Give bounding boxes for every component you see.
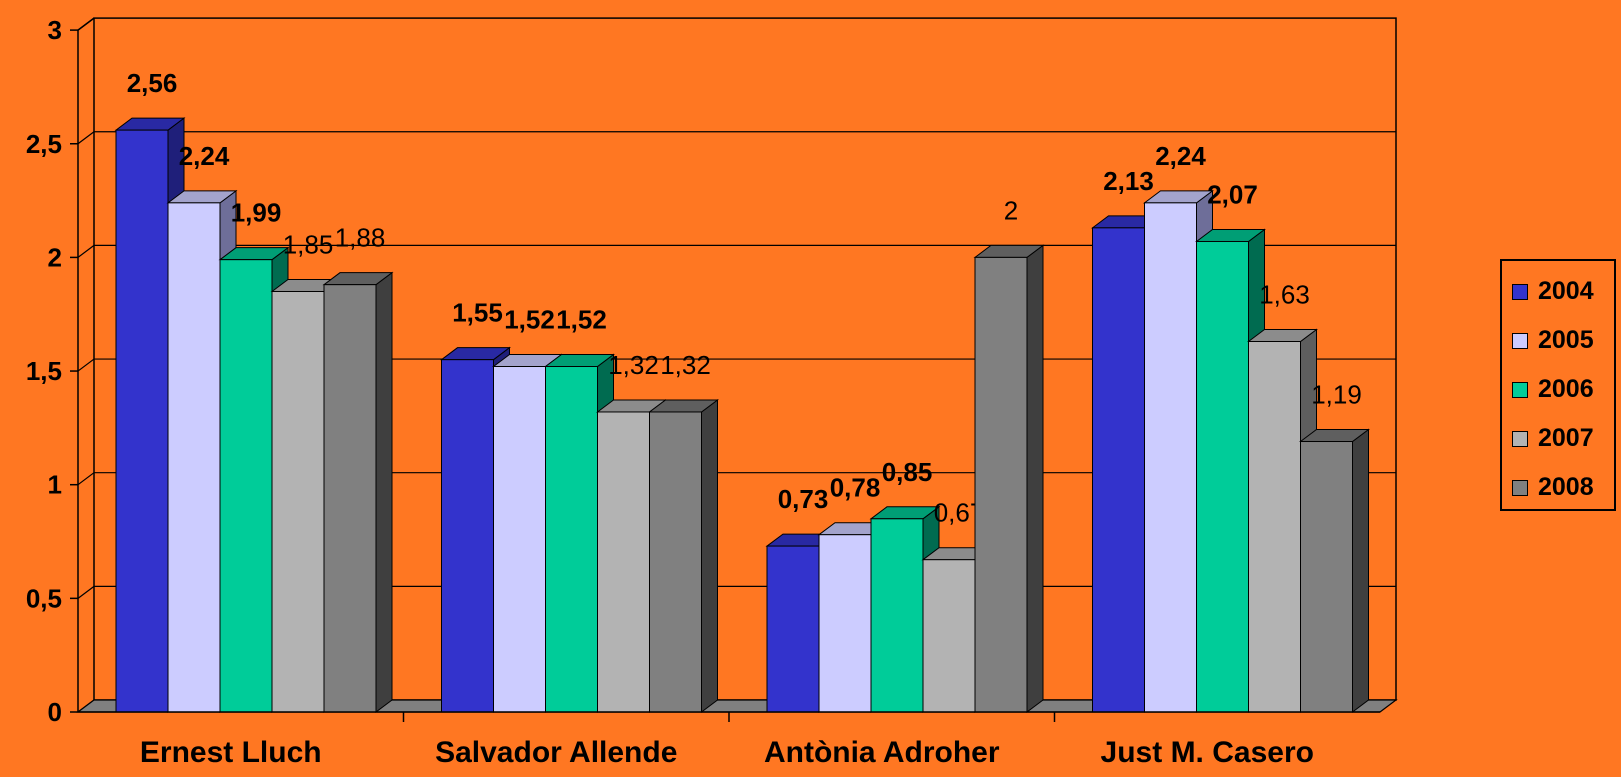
bar xyxy=(649,411,702,713)
bar xyxy=(1196,240,1249,713)
data-label: 1,55 xyxy=(452,298,503,328)
data-label: 1,63 xyxy=(1259,280,1310,310)
data-label: 2 xyxy=(1004,195,1018,225)
legend-item-2008: 2008 xyxy=(1512,463,1614,512)
bar xyxy=(219,259,273,713)
bar xyxy=(766,545,820,713)
grid-diagonal xyxy=(77,585,95,599)
x-category-label: Ernest Lluch xyxy=(140,736,322,769)
bar xyxy=(441,359,494,713)
y-tick-label: 0,5 xyxy=(26,583,62,613)
y-tick-label: 0 xyxy=(48,697,62,727)
legend-item-2005: 2005 xyxy=(1512,316,1614,365)
data-label: 1,52 xyxy=(556,305,607,335)
legend-label-2008: 2008 xyxy=(1538,473,1594,501)
grid-diagonal xyxy=(77,472,95,486)
grid-diagonal xyxy=(77,244,95,258)
legend-label-2006: 2006 xyxy=(1538,375,1594,403)
bar xyxy=(870,518,924,713)
legend-swatch-2007 xyxy=(1512,430,1528,447)
data-label: 2,24 xyxy=(179,141,230,171)
side-wall-top xyxy=(77,17,95,31)
bar xyxy=(167,202,221,713)
bar-side xyxy=(1352,428,1369,713)
data-label: 2,07 xyxy=(1207,179,1258,209)
chart-legend: 2004 2005 2006 2007 2008 xyxy=(1500,259,1616,511)
y-tick-label: 1 xyxy=(48,470,62,500)
data-label: 1,85 xyxy=(283,229,334,259)
grid-diagonal xyxy=(77,131,95,145)
data-label: 1,88 xyxy=(335,223,386,253)
grid-diagonal xyxy=(77,358,95,372)
data-label: 0,78 xyxy=(830,473,881,503)
bar xyxy=(115,129,169,713)
legend-item-2006: 2006 xyxy=(1512,365,1614,414)
bar xyxy=(597,411,650,713)
legend-label-2007: 2007 xyxy=(1538,424,1594,452)
bar xyxy=(1248,341,1301,713)
data-label: 1,99 xyxy=(231,198,282,228)
legend-label-2004: 2004 xyxy=(1538,277,1594,305)
bar xyxy=(1144,202,1197,713)
y-tick-label: 1,5 xyxy=(26,356,62,386)
legend-label-2005: 2005 xyxy=(1538,326,1594,354)
data-label: 0,85 xyxy=(882,457,933,487)
bar xyxy=(818,534,872,713)
x-category-label: Salvador Allende xyxy=(435,736,677,769)
y-tick-label: 2,5 xyxy=(26,129,62,159)
bar xyxy=(974,256,1028,713)
data-label: 2,56 xyxy=(127,68,178,98)
bar xyxy=(922,559,976,713)
bar xyxy=(271,290,325,713)
legend-item-2004: 2004 xyxy=(1512,267,1614,316)
y-tick-label: 3 xyxy=(48,15,62,45)
legend-swatch-2008 xyxy=(1512,479,1528,496)
data-label: 1,32 xyxy=(660,350,711,380)
data-label: 1,19 xyxy=(1311,380,1362,410)
bar xyxy=(323,284,377,713)
legend-swatch-2005 xyxy=(1512,332,1528,349)
bar-side xyxy=(375,271,393,713)
bar xyxy=(545,366,598,713)
data-label: 2,13 xyxy=(1103,166,1154,196)
bar-side xyxy=(701,398,718,713)
bar xyxy=(493,366,546,713)
legend-item-2007: 2007 xyxy=(1512,414,1614,463)
bar-side xyxy=(1026,244,1044,713)
y-tick-label: 2 xyxy=(48,242,62,272)
legend-swatch-2006 xyxy=(1512,381,1528,398)
data-label: 2,24 xyxy=(1155,141,1206,171)
bar xyxy=(1300,441,1353,713)
data-label: 0,73 xyxy=(778,484,829,514)
data-label: 1,32 xyxy=(608,350,659,380)
bar xyxy=(1092,227,1145,713)
x-category-label: Just M. Casero xyxy=(1101,736,1314,769)
data-label: 1,52 xyxy=(504,305,555,335)
legend-swatch-2004 xyxy=(1512,283,1528,300)
x-category-label: Antònia Adroher xyxy=(764,736,1000,769)
